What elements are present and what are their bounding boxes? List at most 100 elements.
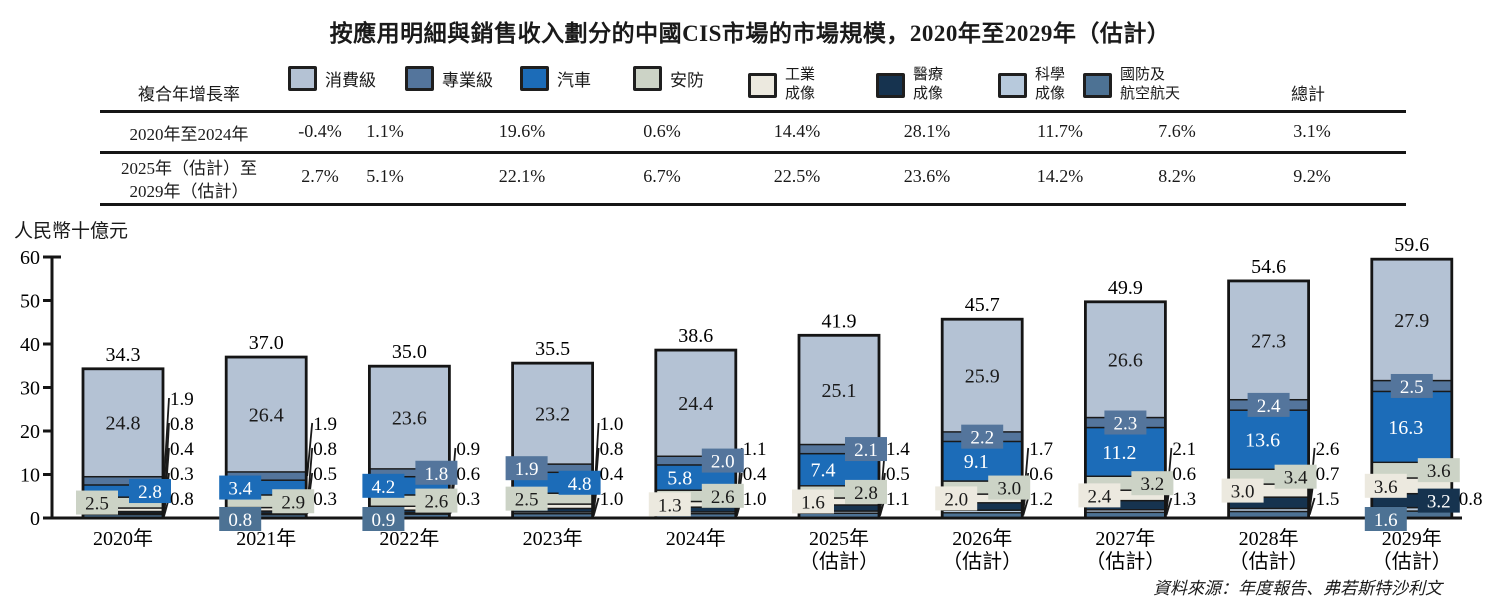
svg-text:2.6: 2.6: [425, 492, 449, 513]
svg-text:37.0: 37.0: [249, 332, 284, 354]
bar-group-2029年: 1.6 3.2 3.6 3.6 16.3 2.5 27.9 0.8 59.6 2029年（估計）: [1364, 234, 1483, 573]
svg-text:3.6: 3.6: [1374, 477, 1398, 498]
svg-text:2.5: 2.5: [85, 494, 109, 515]
cagr-row-header: 複合年增長率: [138, 85, 240, 104]
svg-text:0.8: 0.8: [1459, 489, 1483, 510]
svg-text:27.3: 27.3: [1251, 330, 1286, 352]
svg-text:1.3: 1.3: [658, 495, 682, 516]
legend-item-1: 消費級: [288, 66, 376, 91]
svg-text:3.4: 3.4: [1284, 468, 1308, 489]
legend-label: 專業級: [442, 71, 493, 90]
svg-text:23.2: 23.2: [535, 404, 570, 426]
svg-text:0.3: 0.3: [456, 489, 480, 510]
svg-text:2029年: 2029年: [1382, 527, 1442, 550]
svg-text:1.6: 1.6: [1374, 510, 1398, 531]
svg-text:2021年: 2021年: [236, 527, 296, 550]
svg-text:60: 60: [20, 247, 40, 269]
bar-group-2025年: 1.6 2.8 7.4 2.1 25.1 1.1 0.5 1.4 41.9 2025年（估計）: [792, 310, 910, 573]
svg-text:2028年: 2028年: [1239, 527, 1299, 550]
legend-swatch-icon: [288, 66, 317, 91]
legend-swatch-icon: [876, 72, 905, 98]
svg-text:38.6: 38.6: [678, 325, 713, 347]
svg-text:（估計）: （估計）: [799, 550, 879, 573]
cagr-value: 2.7%: [301, 166, 339, 186]
svg-text:2.2: 2.2: [970, 428, 994, 449]
cagr-value: 0.6%: [643, 121, 681, 141]
bar-group-2027年: 2.4 3.211.2 2.3 26.6 1.3 0.6 2.1 49.9 2027年（估計）: [1078, 277, 1196, 573]
svg-text:1.7: 1.7: [1029, 439, 1053, 460]
cagr-value: 22.1%: [498, 166, 546, 186]
svg-text:2.3: 2.3: [1114, 414, 1138, 435]
chart-title: 按應用明細與銷售收入劃分的中國CIS市場的市場規模，2020年至2029年（估計…: [329, 21, 1171, 46]
legend-label: 醫療 成像: [913, 67, 944, 102]
svg-text:0: 0: [30, 508, 40, 530]
svg-text:2.0: 2.0: [711, 452, 735, 473]
svg-text:16.3: 16.3: [1388, 417, 1423, 439]
svg-text:0.6: 0.6: [1029, 464, 1053, 485]
svg-text:3.0: 3.0: [1231, 482, 1255, 503]
svg-text:1.0: 1.0: [600, 489, 624, 510]
svg-text:2.9: 2.9: [281, 492, 305, 513]
segment: [1227, 280, 1310, 401]
legend-item-6: 醫療 成像: [876, 66, 943, 104]
legend-label: 安防: [670, 71, 704, 90]
legend-label: 消費級: [325, 71, 376, 90]
bar-group-2022年: 0.9 2.6 4.2 1.8 23.6 0.3 0.6 0.9 35.0 2022年: [362, 341, 480, 550]
legend-swatch-icon: [633, 66, 662, 91]
svg-text:（估計）: （估計）: [942, 550, 1022, 573]
svg-text:2022年: 2022年: [379, 527, 439, 550]
segment: [941, 318, 1023, 433]
svg-text:10: 10: [20, 465, 40, 487]
svg-text:54.6: 54.6: [1251, 256, 1286, 278]
table-rule-top: [100, 110, 1406, 113]
svg-text:0.3: 0.3: [170, 464, 194, 485]
svg-text:4.8: 4.8: [568, 474, 592, 495]
cagr-row-label: 2020年至2024年: [129, 125, 249, 144]
segment: [1371, 390, 1453, 464]
svg-text:2.1: 2.1: [854, 440, 878, 461]
svg-text:0.5: 0.5: [886, 464, 910, 485]
svg-text:1.0: 1.0: [743, 489, 767, 510]
svg-text:0.6: 0.6: [456, 464, 480, 485]
svg-text:9.1: 9.1: [964, 451, 989, 473]
svg-text:1.3: 1.3: [1172, 489, 1196, 510]
legend-swatch-icon: [1083, 72, 1112, 98]
svg-text:0.8: 0.8: [170, 489, 194, 510]
svg-text:50: 50: [20, 291, 40, 313]
svg-text:1.1: 1.1: [743, 439, 767, 460]
svg-text:40: 40: [20, 334, 40, 356]
bar-group-2023年: 2.5 4.8 1.9 23.2 1.0 0.4 0.8 1.0 35.5 2023年: [505, 338, 624, 550]
cagr-value: 14.2%: [1036, 166, 1084, 186]
svg-text:35.5: 35.5: [535, 338, 570, 360]
svg-text:24.8: 24.8: [106, 413, 141, 435]
market-size-stacked-bar-chart: 0 10 20 30 40 50 60 2.5 2.8 24.8 0.8 0.3 0.4 0.8 1.9 34…: [0, 215, 1500, 593]
chart-svg: 0 10 20 30 40 50 60 2.5 2.8 24.8 0.8 0.3 0.4 0.8 1.9 34…: [20, 234, 1483, 573]
svg-text:27.9: 27.9: [1394, 310, 1429, 332]
svg-text:0.9: 0.9: [456, 439, 480, 460]
legend-swatch-icon: [520, 66, 549, 91]
cagr-value: 14.4%: [773, 121, 821, 141]
legend-item-7: 科學 成像: [998, 66, 1065, 104]
legend-label: 工業 成像: [785, 67, 816, 102]
cagr-value: 9.2%: [1293, 166, 1331, 186]
svg-text:41.9: 41.9: [822, 310, 857, 332]
svg-text:0.4: 0.4: [170, 439, 194, 460]
legend-swatch-icon: [405, 66, 434, 91]
cagr-value: 8.2%: [1158, 166, 1196, 186]
svg-text:1.2: 1.2: [1029, 489, 1053, 510]
svg-text:1.0: 1.0: [600, 414, 624, 435]
cagr-row-label: 2025年（估計）至 2029年（估計）: [121, 159, 257, 201]
svg-text:1.9: 1.9: [313, 414, 337, 435]
svg-text:0.6: 0.6: [1172, 464, 1196, 485]
svg-text:2027年: 2027年: [1095, 527, 1155, 550]
cagr-value: 22.5%: [773, 166, 821, 186]
segment: [655, 349, 737, 457]
table-rule-bottom: [100, 203, 1406, 206]
svg-text:3.4: 3.4: [228, 479, 252, 500]
svg-text:2025年: 2025年: [809, 527, 869, 550]
svg-text:30: 30: [20, 378, 40, 400]
cagr-value: 3.1%: [1293, 121, 1331, 141]
y-axis-label: 人民幣十億元: [14, 221, 129, 242]
svg-text:7.4: 7.4: [811, 460, 836, 482]
svg-text:25.9: 25.9: [965, 366, 1000, 388]
